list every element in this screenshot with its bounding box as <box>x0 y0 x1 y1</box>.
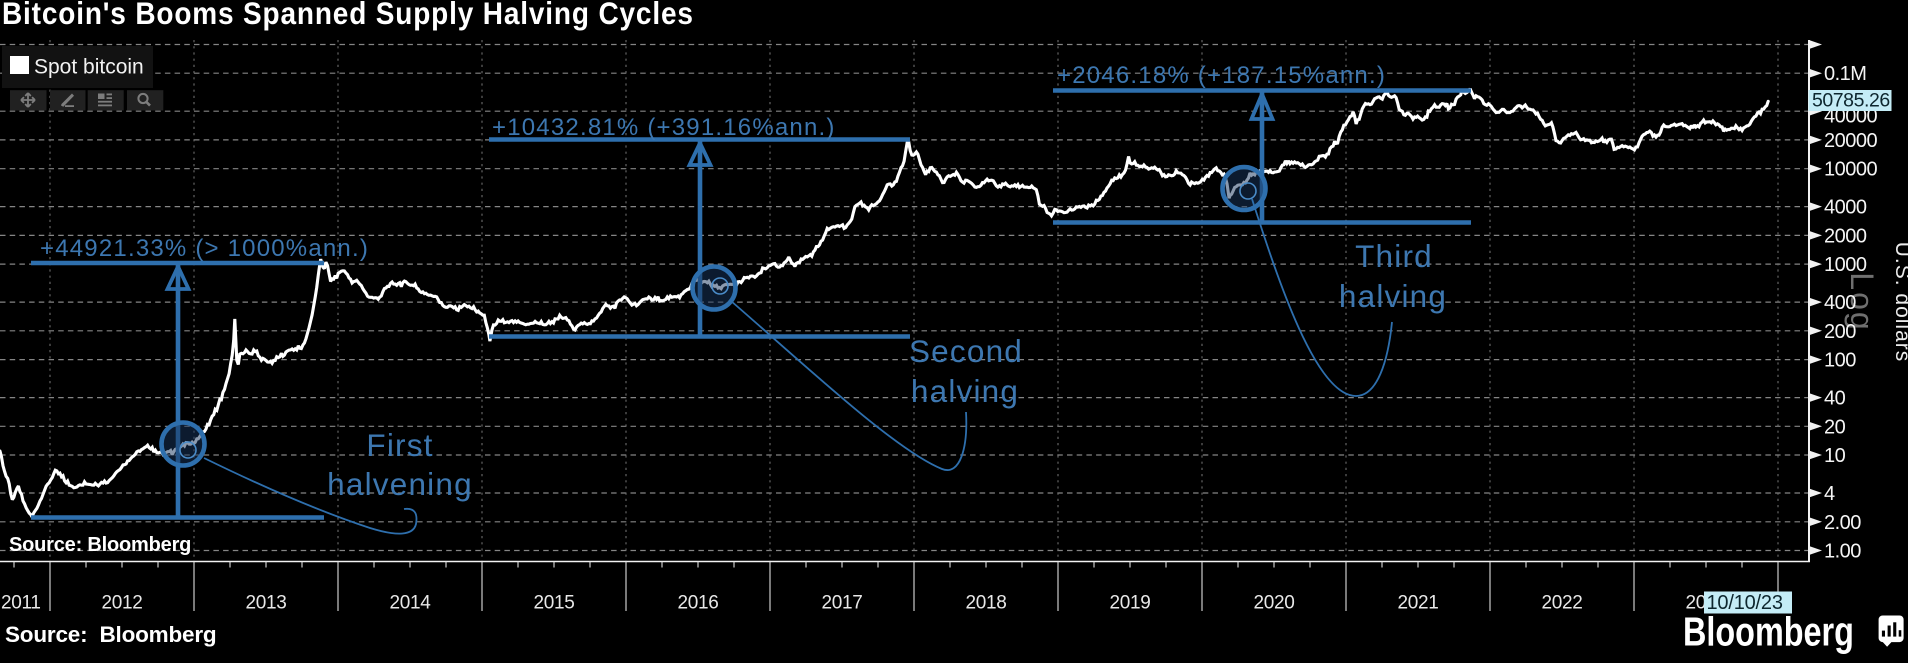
svg-text:halving: halving <box>911 373 1019 409</box>
svg-text:2000: 2000 <box>1824 225 1867 247</box>
svg-text:10000: 10000 <box>1824 159 1877 181</box>
svg-text:U.S. dollars: U.S. dollars <box>1891 242 1908 363</box>
svg-text:Spot bitcoin: Spot bitcoin <box>34 56 144 79</box>
svg-text:10/10/23: 10/10/23 <box>1707 592 1783 614</box>
svg-text:40000: 40000 <box>1824 106 1877 128</box>
svg-text:2.00: 2.00 <box>1824 512 1861 534</box>
svg-text:0.1M: 0.1M <box>1824 63 1866 85</box>
svg-text:2015: 2015 <box>533 593 574 614</box>
svg-text:First: First <box>366 427 433 463</box>
svg-text:Source: Bloomberg: Source: Bloomberg <box>9 534 191 556</box>
svg-text:400: 400 <box>1824 292 1856 314</box>
svg-text:+2046.18% (+187.15%ann.): +2046.18% (+187.15%ann.) <box>1057 62 1386 89</box>
svg-text:2019: 2019 <box>1109 593 1150 614</box>
svg-text:1000: 1000 <box>1824 254 1867 276</box>
svg-text:Source: Bloomberg: Source: Bloomberg <box>5 622 216 647</box>
svg-text:2018: 2018 <box>965 593 1006 614</box>
svg-text:halving: halving <box>1339 278 1447 314</box>
svg-text:2020: 2020 <box>1253 593 1294 614</box>
svg-text:Third: Third <box>1355 238 1433 274</box>
svg-text:10: 10 <box>1824 445 1846 467</box>
svg-text:+44921.33% (> 1000%ann.): +44921.33% (> 1000%ann.) <box>40 235 369 262</box>
svg-text:1.00: 1.00 <box>1824 541 1861 563</box>
svg-text:20000: 20000 <box>1824 130 1877 152</box>
svg-text:Second: Second <box>909 333 1023 369</box>
svg-text:50785.26: 50785.26 <box>1812 90 1890 112</box>
svg-text:20: 20 <box>1824 416 1846 438</box>
svg-text:Bloomberg: Bloomberg <box>1683 609 1854 654</box>
svg-text:2013: 2013 <box>245 593 286 614</box>
svg-text:40: 40 <box>1824 388 1846 410</box>
svg-text:halvening: halvening <box>327 466 473 502</box>
svg-text:4000: 4000 <box>1824 197 1867 219</box>
svg-text:4: 4 <box>1824 483 1835 505</box>
svg-text:100: 100 <box>1824 350 1856 372</box>
svg-text:2017: 2017 <box>821 593 862 614</box>
svg-text:Bitcoin's Booms Spanned Supply: Bitcoin's Booms Spanned Supply Halving C… <box>2 0 694 32</box>
svg-text:+10432.81% (+391.16%ann.): +10432.81% (+391.16%ann.) <box>492 114 836 141</box>
svg-text:2022: 2022 <box>1541 593 1582 614</box>
svg-text:Log: Log <box>1844 272 1880 331</box>
svg-text:2011: 2011 <box>1 593 41 614</box>
svg-text:2016: 2016 <box>677 593 718 614</box>
svg-text:2014: 2014 <box>389 593 431 614</box>
svg-text:2012: 2012 <box>101 593 142 614</box>
svg-text:2021: 2021 <box>1397 593 1438 614</box>
svg-text:200: 200 <box>1824 321 1856 343</box>
